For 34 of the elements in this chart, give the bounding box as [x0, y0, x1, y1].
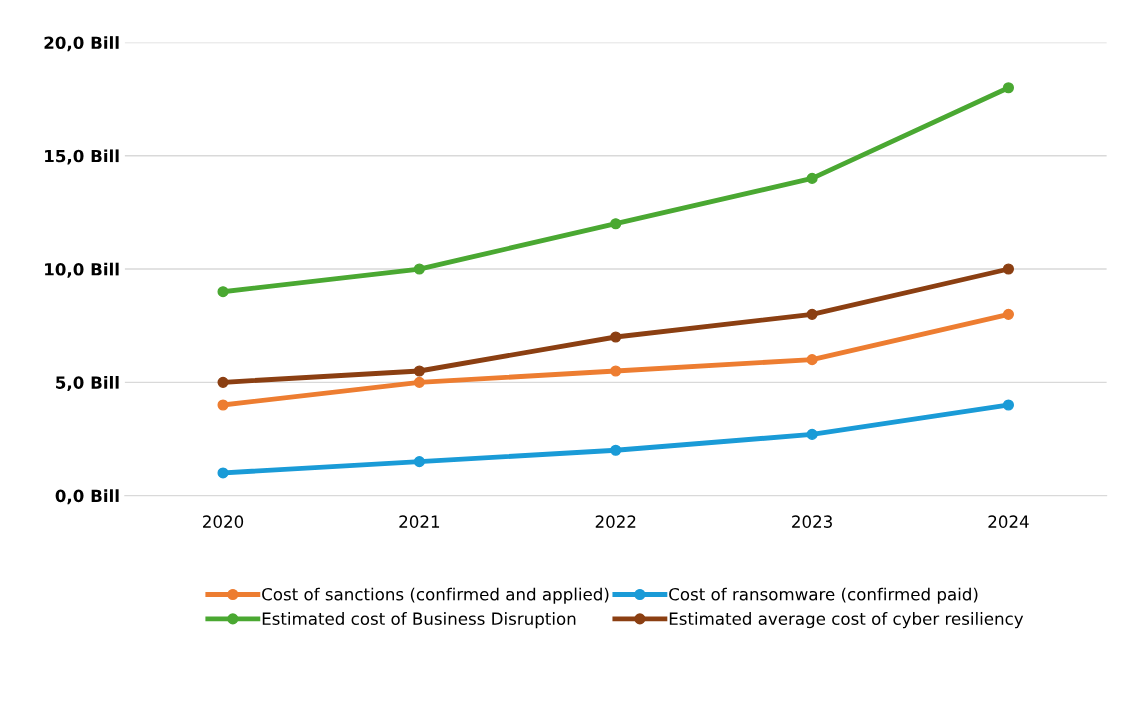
legend-label: Cost of sanctions (confirmed and applied): [262, 587, 609, 604]
point: [610, 365, 622, 377]
point: [1002, 399, 1015, 411]
point: [610, 331, 622, 343]
x-tick-label: 2021: [399, 515, 440, 528]
legend-label: Cost of ransomware (confirmed paid): [669, 587, 978, 604]
legend-label: Estimated average cost of cyber resiliency: [669, 612, 1024, 629]
x-tick-label: 2020: [203, 515, 244, 528]
point: [1002, 82, 1015, 94]
point: [806, 354, 818, 366]
y-tick-label: 10,0 Bill: [45, 262, 119, 278]
y-tick-label: 20,0 Bill: [44, 36, 119, 52]
point: [413, 263, 425, 275]
point: [806, 308, 818, 320]
y-tick-label: 5,0 Bill: [56, 375, 119, 392]
point: [217, 467, 229, 479]
point: [217, 376, 229, 388]
legend-label: Estimated cost of Business Disruption: [262, 612, 576, 629]
x-tick-label: 2022: [595, 515, 636, 528]
x-tick-label: 2023: [792, 515, 832, 528]
point: [610, 444, 622, 456]
point: [413, 456, 425, 468]
y-tick-label: 0,0 Bill: [55, 489, 119, 505]
point: [413, 365, 425, 377]
point: [806, 428, 818, 440]
point: [217, 399, 229, 411]
point: [806, 172, 818, 184]
point: [610, 218, 622, 230]
point: [1002, 308, 1015, 320]
x-tick-label: 2024: [988, 515, 1029, 528]
point: [1002, 263, 1015, 275]
point: [217, 286, 229, 298]
point: [413, 376, 425, 388]
y-tick-label: 15,0 Bill: [45, 149, 119, 165]
